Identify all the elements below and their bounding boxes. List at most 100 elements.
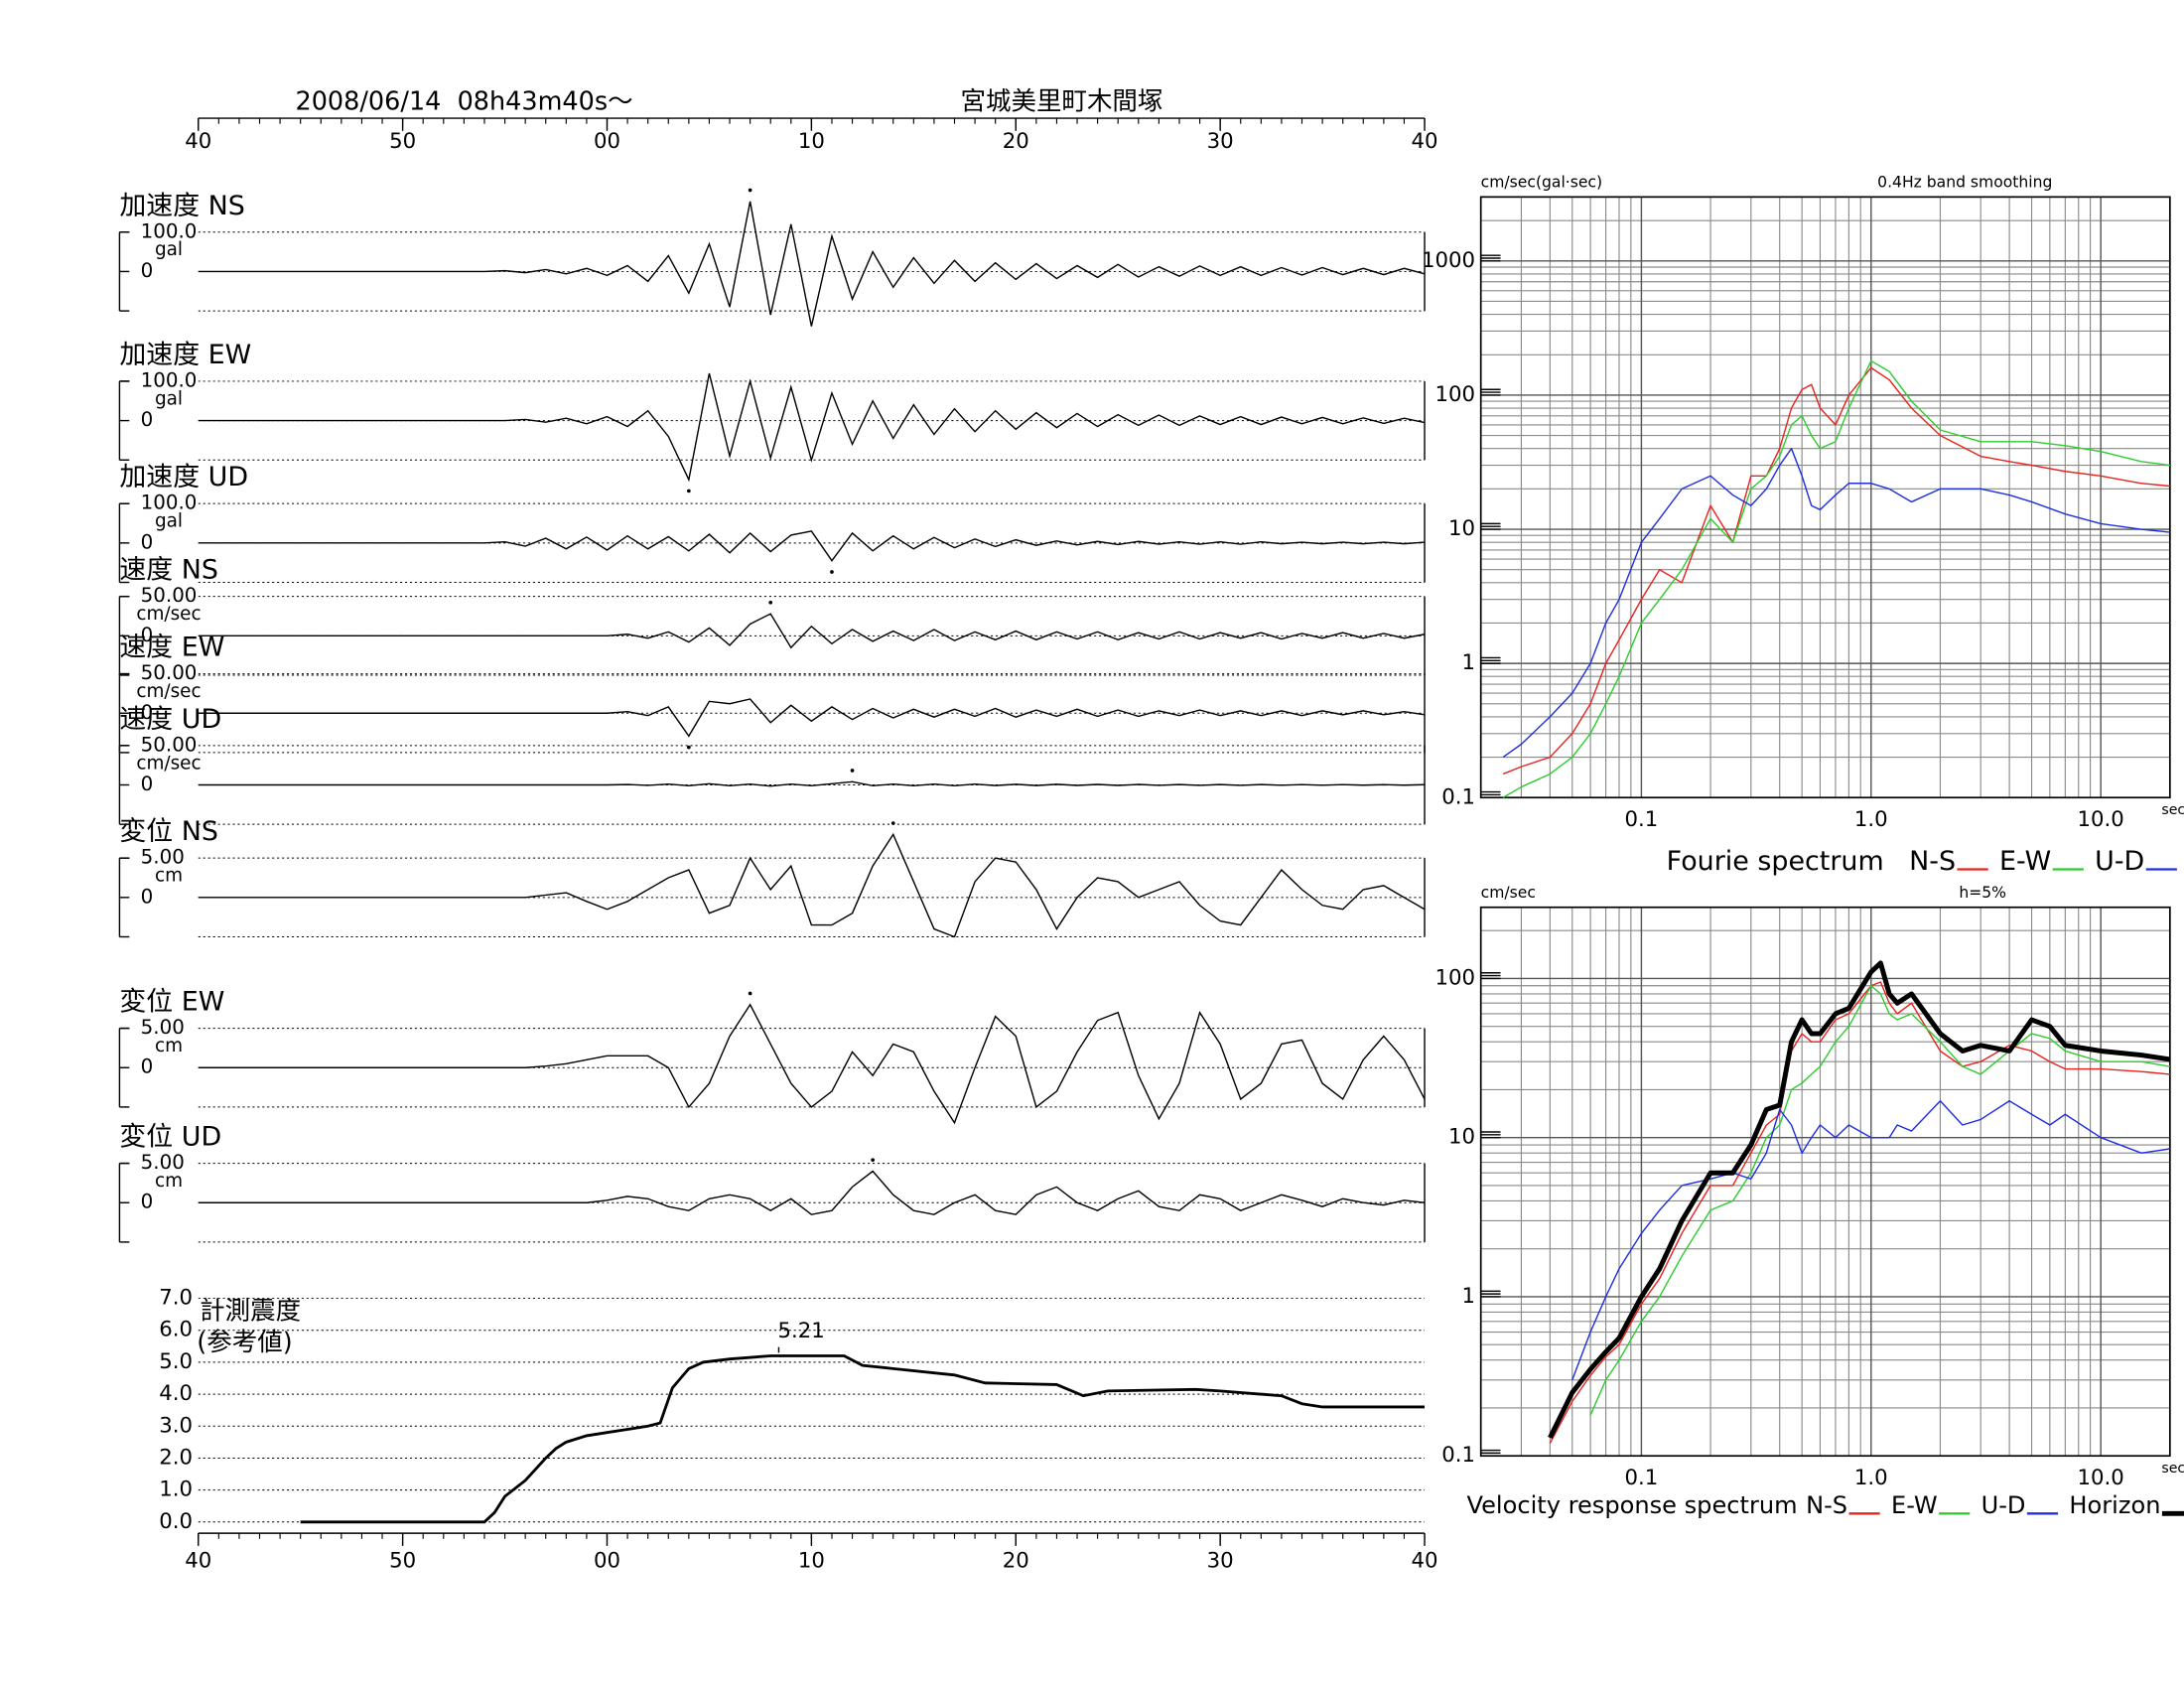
legend-title: Velocity response spectrum: [1467, 1491, 1798, 1519]
time-tick-label: 40: [1412, 1548, 1438, 1573]
peak-dot: [830, 570, 834, 574]
y-tick-label: 7.0: [159, 1286, 193, 1311]
y-tick-label: 2.0: [159, 1445, 193, 1470]
y-tick-label: 100: [1434, 965, 1475, 990]
y-tick-label: 1: [1462, 650, 1476, 675]
station-name: 宮城美里町木間塚: [961, 86, 1163, 116]
panel-title: 変位 UD: [119, 1122, 221, 1153]
x-tick-label: 0.1: [1625, 1466, 1659, 1490]
y-tick-label: 4.0: [159, 1381, 193, 1406]
time-tick-label: 40: [1412, 129, 1438, 154]
y-tick-label: 100: [1434, 382, 1475, 407]
legend-label: E-W: [1891, 1491, 1938, 1519]
waveform: [198, 530, 1426, 562]
time-tick-label: 50: [389, 129, 416, 154]
y-tick-label: 0: [141, 885, 154, 908]
unit-label: cm/sec: [136, 604, 201, 625]
panel-title: 速度 UD: [119, 704, 221, 735]
spectrum-line: [1502, 366, 2170, 775]
waveform: [198, 698, 1426, 738]
plot-frame: [1479, 906, 2171, 1458]
y-tick-label: 0.1: [1441, 784, 1475, 809]
x-tick-label: 1.0: [1854, 807, 1888, 832]
intensity-subtitle: (参考値): [197, 1328, 292, 1357]
y-tick-label: 5.00: [141, 1016, 185, 1039]
time-tick-label: 10: [798, 1548, 825, 1573]
panel-title: 変位 EW: [119, 987, 224, 1018]
peak-dot: [687, 745, 691, 750]
intensity-line: [300, 1354, 1426, 1524]
spectrum-line: [1549, 981, 2170, 1444]
legend-label: N-S: [1806, 1491, 1847, 1519]
y-tick-label: 100.0: [141, 219, 198, 242]
unit-label: cm: [155, 866, 183, 887]
y-tick-label: 0: [141, 773, 154, 795]
panel-title: 変位 NS: [119, 816, 218, 847]
note: h=5%: [1959, 884, 2006, 902]
peak-dot: [748, 188, 752, 193]
panel-title: 速度 EW: [119, 633, 224, 663]
y-axis-label: cm/sec(gal·sec): [1481, 174, 1602, 192]
y-tick-label: 5.00: [141, 1151, 185, 1174]
unit-label: cm/sec: [136, 753, 201, 774]
panel-title: 加速度 EW: [119, 340, 251, 370]
y-tick-label: 10: [1448, 1125, 1475, 1150]
y-tick-label: 0.0: [159, 1509, 193, 1534]
peak-dot: [871, 1158, 875, 1163]
peak-dot: [748, 991, 752, 996]
time-tick-label: 40: [185, 129, 211, 154]
spectrum-line: [1502, 359, 2170, 798]
y-tick-label: 0.1: [1441, 1443, 1475, 1468]
y-tick-label: 5.0: [159, 1349, 193, 1374]
y-tick-label: 6.0: [159, 1318, 193, 1342]
unit-label: gal: [155, 239, 183, 260]
panel-title: 速度 NS: [119, 555, 218, 586]
y-tick-label: 0: [141, 408, 154, 431]
panel-title: 加速度 NS: [119, 191, 244, 221]
legend-label: N-S: [1909, 846, 1956, 877]
y-tick-label: 0: [141, 530, 154, 553]
legend-label: E-W: [1999, 846, 2051, 877]
y-tick-label: 50.00: [141, 661, 198, 684]
x-tick-label: 1.0: [1854, 1466, 1888, 1490]
y-axis-label: cm/sec: [1481, 884, 1536, 902]
time-tick-label: 00: [594, 1548, 620, 1573]
waveform: [198, 372, 1426, 483]
y-tick-label: 3.0: [159, 1413, 193, 1438]
y-tick-label: 0: [141, 1191, 154, 1213]
legend-label: U-D: [1981, 1491, 2026, 1519]
waveform: [198, 201, 1426, 327]
spectrum-line: [1571, 1100, 2170, 1381]
time-tick-label: 10: [798, 129, 825, 154]
unit-label: gal: [155, 388, 183, 409]
note: 0.4Hz band smoothing: [1877, 174, 2052, 192]
y-tick-label: 0: [141, 624, 154, 646]
legend-label: Horizon: [2069, 1491, 2160, 1519]
y-tick-label: 0: [141, 1055, 154, 1078]
waveform: [198, 780, 1426, 787]
waveform: [198, 832, 1426, 938]
unit-label: cm: [155, 1036, 183, 1056]
intensity-title: 計測震度: [200, 1297, 301, 1327]
y-tick-label: 0: [141, 259, 154, 282]
y-tick-label: 0: [141, 701, 154, 724]
time-tick-label: 30: [1207, 129, 1234, 154]
peak-dot: [768, 600, 773, 605]
time-tick-label: 30: [1207, 1548, 1234, 1573]
y-tick-label: 5.00: [141, 846, 185, 869]
peak-dot: [687, 489, 691, 493]
unit-label: gal: [155, 511, 183, 532]
y-tick-label: 1000: [1422, 248, 1475, 273]
time-tick-label: 20: [1003, 129, 1029, 154]
time-tick-label: 00: [594, 129, 620, 154]
peak-dot: [890, 821, 895, 825]
x-tick-label: 10.0: [2078, 1466, 2124, 1490]
date-time: 2008/06/14 08h43m40s〜: [295, 86, 632, 116]
plot-frame: [1479, 196, 2171, 799]
time-tick-label: 20: [1003, 1548, 1029, 1573]
peak-dot: [850, 769, 855, 773]
x-tick-label: 0.1: [1625, 807, 1659, 832]
unit-label: cm: [155, 1171, 183, 1192]
y-tick-label: 50.00: [141, 733, 198, 756]
